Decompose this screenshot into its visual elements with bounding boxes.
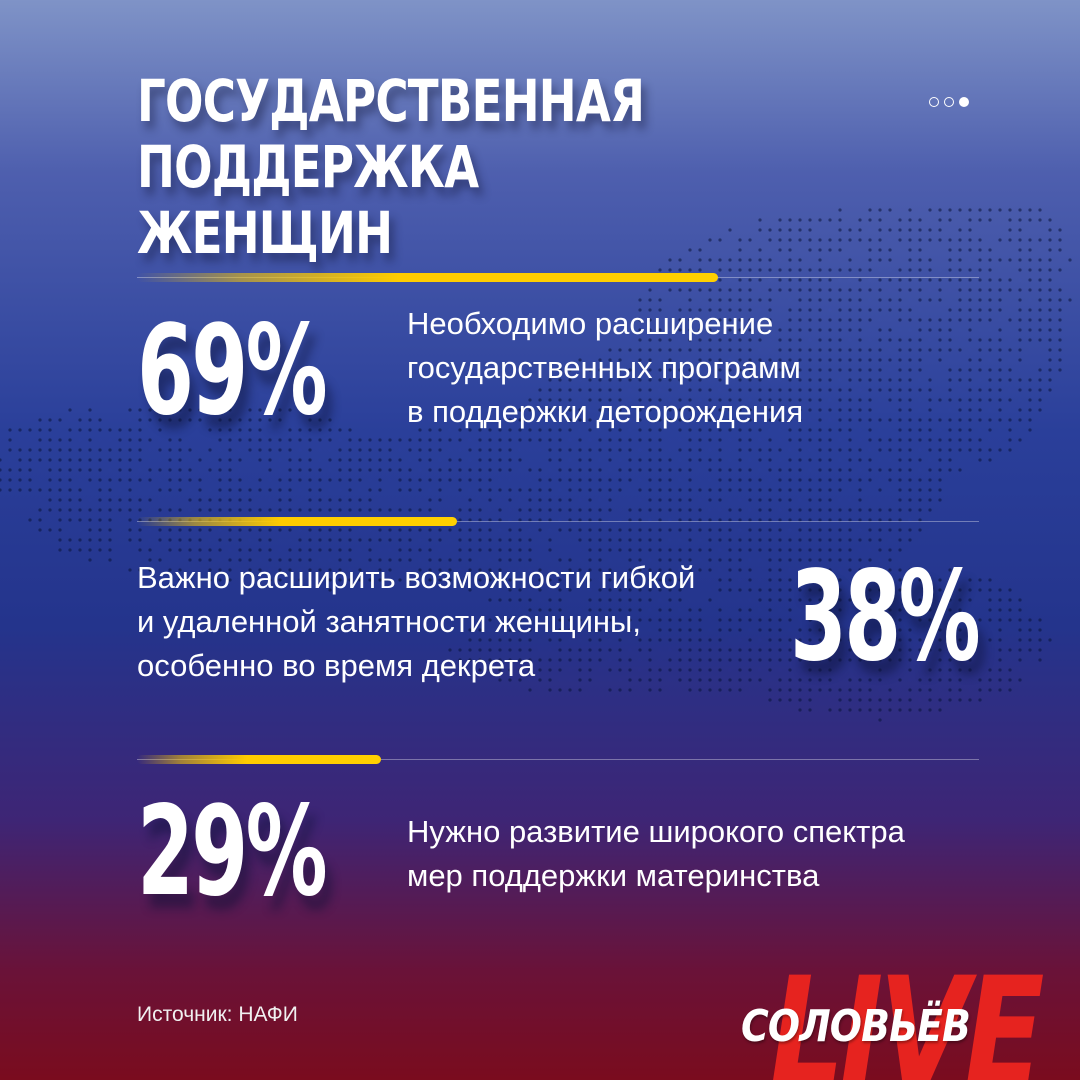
description-2: Важно расширить возможности гибкой и уда… (137, 556, 777, 688)
bar-track-1 (137, 273, 979, 282)
description-2-line-3: особенно во время декрета (137, 648, 536, 683)
bar-fill-2 (137, 517, 457, 526)
bar-fill-1 (137, 273, 718, 282)
logo-live-text: LIVE (770, 946, 1045, 1080)
description-1-line-3: в поддержки деторождения (407, 394, 804, 429)
description-1-line-2: государственных программ (407, 350, 801, 385)
bar-fill-3 (137, 755, 381, 764)
title-line-1: Государственная поддержка (137, 67, 645, 201)
page-title: Государственная поддержка женщин (137, 68, 873, 266)
description-3-line-1: Нужно развитие широкого спектра (407, 814, 905, 849)
pager-dot-3-active[interactable] (959, 97, 969, 107)
logo-brand-text[interactable]: СОЛОВЬЁВ (741, 1001, 971, 1052)
bar-track-3 (137, 755, 979, 764)
description-3-line-2: мер поддержки материнства (407, 858, 820, 893)
description-1: Необходимо расширение государственных пр… (407, 302, 1047, 434)
bar-track-2 (137, 517, 979, 526)
source-note: Источник: НАФИ (137, 1003, 298, 1026)
description-3: Нужно развитие широкого спектра мер подд… (407, 810, 1047, 898)
description-2-line-1: Важно расширить возможности гибкой (137, 560, 696, 595)
pager-dot-1[interactable] (929, 97, 939, 107)
value-label-2: 38% (790, 545, 981, 689)
title-line-2: женщин (137, 199, 393, 267)
description-1-line-1: Необходимо расширение (407, 306, 774, 341)
map-dots (0, 208, 1072, 722)
value-label-3: 29% (137, 780, 328, 924)
description-2-line-2: и удаленной занятности женщины, (137, 604, 641, 639)
value-label-1: 69% (137, 299, 328, 443)
pager-dot-2[interactable] (944, 97, 954, 107)
slide-pager (929, 97, 969, 107)
